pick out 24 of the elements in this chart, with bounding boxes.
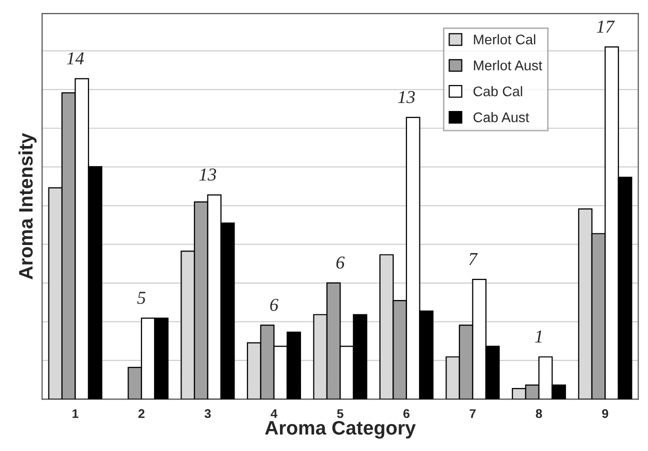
x-tick-label: 1 bbox=[72, 409, 78, 418]
annotation: 14 bbox=[66, 52, 84, 64]
x-tick-label: 2 bbox=[138, 409, 144, 418]
x-tick-label: 8 bbox=[536, 409, 542, 418]
x-tick-label: 6 bbox=[403, 409, 410, 418]
y-axis-title: Aroma Intensity bbox=[18, 132, 37, 280]
legend-label: Cab Cal bbox=[474, 86, 522, 96]
x-tick-label: 7 bbox=[470, 409, 476, 418]
annotation: 5 bbox=[137, 292, 146, 304]
x-tick-label: 4 bbox=[270, 409, 278, 418]
x-axis-title: Aroma Category bbox=[265, 420, 416, 439]
annotation: 6 bbox=[336, 256, 345, 269]
x-tick-label: 9 bbox=[602, 409, 608, 418]
annotation: 6 bbox=[270, 298, 278, 311]
legend-label: Cab Aust bbox=[474, 112, 530, 122]
x-tick-label: 5 bbox=[337, 409, 344, 418]
annotation: 7 bbox=[469, 253, 478, 265]
x-tick-label: 3 bbox=[204, 409, 211, 418]
annotation: 1 bbox=[535, 330, 542, 342]
text: 17 bbox=[596, 20, 615, 33]
legend-label: Merlot Cal bbox=[474, 34, 536, 44]
annotation: 13 bbox=[199, 168, 216, 181]
legend-label: Merlot Aust bbox=[474, 60, 542, 70]
annotation: 13 bbox=[398, 91, 415, 104]
